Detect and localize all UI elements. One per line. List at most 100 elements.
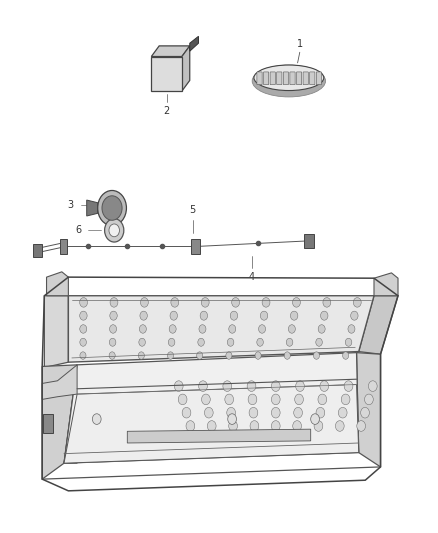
- Circle shape: [170, 311, 177, 320]
- Circle shape: [272, 394, 280, 405]
- FancyBboxPatch shape: [257, 72, 262, 85]
- Circle shape: [296, 381, 304, 391]
- Circle shape: [249, 407, 258, 418]
- Circle shape: [293, 421, 301, 431]
- Circle shape: [262, 297, 270, 307]
- Circle shape: [80, 352, 86, 359]
- Circle shape: [205, 407, 213, 418]
- Circle shape: [223, 381, 232, 391]
- Circle shape: [198, 381, 207, 391]
- Circle shape: [286, 338, 293, 346]
- Circle shape: [272, 381, 280, 391]
- Polygon shape: [64, 384, 359, 463]
- Circle shape: [138, 352, 145, 359]
- Polygon shape: [60, 239, 67, 254]
- Circle shape: [110, 338, 116, 346]
- Circle shape: [247, 381, 256, 391]
- FancyBboxPatch shape: [310, 72, 315, 85]
- Polygon shape: [191, 239, 200, 254]
- Circle shape: [255, 352, 261, 359]
- Circle shape: [343, 352, 349, 359]
- Circle shape: [360, 407, 369, 418]
- Polygon shape: [46, 272, 68, 296]
- Circle shape: [225, 394, 233, 405]
- Ellipse shape: [254, 65, 324, 91]
- Polygon shape: [33, 244, 42, 257]
- Circle shape: [230, 311, 238, 320]
- Circle shape: [320, 381, 328, 391]
- Circle shape: [139, 338, 145, 346]
- Text: 2: 2: [163, 106, 170, 116]
- Circle shape: [318, 325, 325, 333]
- Circle shape: [272, 407, 280, 418]
- Circle shape: [357, 421, 365, 431]
- Circle shape: [248, 394, 257, 405]
- Text: 6: 6: [75, 225, 81, 236]
- Polygon shape: [357, 353, 381, 467]
- Circle shape: [102, 196, 122, 220]
- Circle shape: [250, 421, 259, 431]
- Circle shape: [110, 325, 117, 333]
- Circle shape: [199, 325, 206, 333]
- Circle shape: [80, 325, 87, 333]
- Circle shape: [141, 297, 148, 307]
- Circle shape: [110, 297, 118, 307]
- Circle shape: [109, 352, 115, 359]
- Circle shape: [295, 394, 304, 405]
- Circle shape: [105, 219, 124, 242]
- FancyBboxPatch shape: [316, 72, 321, 85]
- Text: 3: 3: [67, 200, 74, 211]
- Circle shape: [272, 421, 280, 431]
- Circle shape: [198, 338, 205, 346]
- Circle shape: [284, 352, 290, 359]
- Circle shape: [227, 407, 236, 418]
- Circle shape: [174, 381, 183, 391]
- Circle shape: [80, 297, 88, 307]
- Polygon shape: [42, 365, 77, 479]
- Circle shape: [293, 297, 300, 307]
- Circle shape: [140, 311, 147, 320]
- Circle shape: [168, 338, 175, 346]
- Polygon shape: [190, 36, 198, 51]
- Polygon shape: [151, 46, 190, 56]
- Circle shape: [316, 338, 322, 346]
- Polygon shape: [44, 296, 68, 368]
- Circle shape: [336, 421, 344, 431]
- Circle shape: [227, 338, 234, 346]
- FancyBboxPatch shape: [290, 72, 295, 85]
- Polygon shape: [304, 233, 314, 248]
- Circle shape: [80, 311, 87, 320]
- Polygon shape: [87, 200, 98, 216]
- Circle shape: [171, 297, 179, 307]
- Circle shape: [348, 325, 355, 333]
- Polygon shape: [64, 365, 77, 463]
- Circle shape: [169, 325, 176, 333]
- Circle shape: [338, 407, 347, 418]
- Circle shape: [344, 381, 353, 391]
- Polygon shape: [127, 429, 311, 443]
- Circle shape: [323, 297, 331, 307]
- Circle shape: [232, 297, 240, 307]
- Circle shape: [288, 325, 295, 333]
- Text: 5: 5: [190, 205, 196, 215]
- Circle shape: [229, 421, 237, 431]
- Circle shape: [139, 325, 146, 333]
- Circle shape: [257, 338, 263, 346]
- Polygon shape: [42, 414, 53, 433]
- Polygon shape: [68, 296, 374, 362]
- Circle shape: [311, 414, 319, 424]
- Polygon shape: [42, 365, 77, 399]
- Polygon shape: [64, 353, 359, 463]
- Ellipse shape: [252, 65, 325, 97]
- Circle shape: [182, 407, 191, 418]
- Circle shape: [92, 414, 101, 424]
- Circle shape: [110, 311, 117, 320]
- Circle shape: [260, 311, 268, 320]
- Polygon shape: [359, 296, 398, 354]
- Circle shape: [80, 338, 86, 346]
- Circle shape: [290, 311, 298, 320]
- FancyBboxPatch shape: [151, 56, 182, 91]
- Text: 1: 1: [297, 38, 303, 49]
- Circle shape: [109, 224, 120, 237]
- Circle shape: [351, 311, 358, 320]
